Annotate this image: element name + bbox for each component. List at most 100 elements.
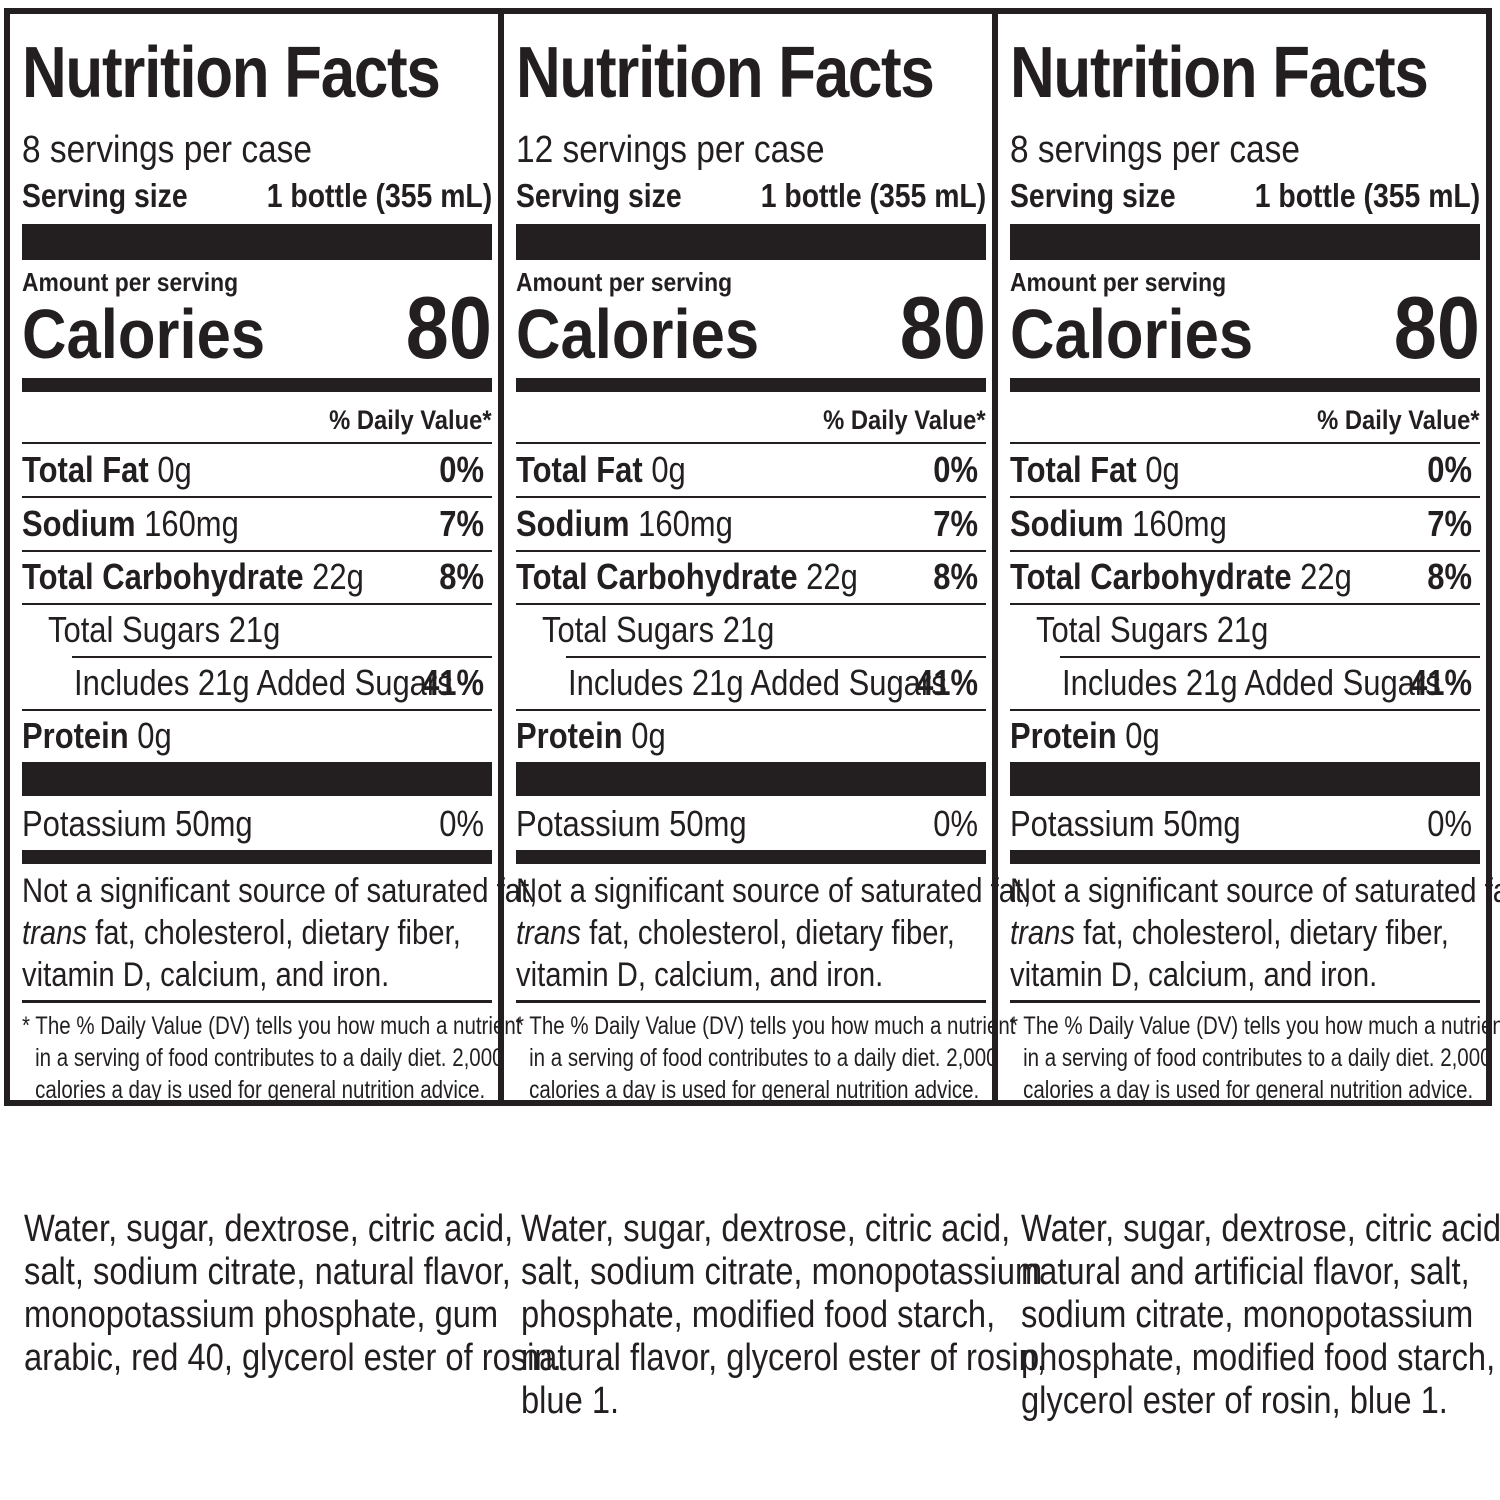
- servings-per-case: 8 servings per case: [1010, 129, 1300, 171]
- protein-row: Protein 0g: [22, 710, 492, 762]
- note-trans: trans: [516, 914, 582, 952]
- potassium-row: Potassium 50mg 0%: [1010, 798, 1480, 850]
- total-fat-amount: 0g: [1145, 449, 1180, 490]
- not-significant-note: Not a significant source of saturated fa…: [516, 870, 1031, 996]
- serving-size-row: Serving size 1 bottle (355 mL): [22, 174, 492, 218]
- divider: [22, 1000, 492, 1003]
- total-fat-dv: 0%: [933, 449, 978, 490]
- medium-divider: [516, 378, 986, 392]
- carb-amount: 22g: [1300, 556, 1352, 597]
- added-sugars-dv: 41%: [1410, 662, 1472, 703]
- calories-label: Calories: [516, 295, 760, 373]
- carb-amount: 22g: [806, 556, 858, 597]
- note-line-1: Not a significant source of saturated fa…: [22, 872, 538, 910]
- divider: [566, 656, 986, 658]
- medium-divider: [22, 378, 492, 392]
- potassium-label: Potassium 50mg: [516, 803, 747, 844]
- panel-inner: Nutrition Facts 8 servings per case Serv…: [22, 14, 538, 1104]
- calories-value: 80: [405, 278, 492, 377]
- amount-per-serving: Amount per serving: [1010, 267, 1227, 297]
- ingredients-line: phosphate, modified food starch,: [1021, 1337, 1496, 1379]
- thick-divider: [22, 224, 492, 260]
- divider: [1010, 550, 1480, 552]
- note-trans: trans: [22, 914, 88, 952]
- total-sugars-label: Total Sugars 21g: [542, 609, 775, 650]
- divider: [516, 709, 986, 711]
- calories-row: Calories 80: [1010, 278, 1480, 377]
- carb-row: Total Carbohydrate 22g 8%: [1010, 551, 1480, 603]
- divider: [72, 656, 492, 658]
- nutrition-labels: Nutrition Facts 8 servings per case Serv…: [4, 8, 1500, 1106]
- amount-per-serving: Amount per serving: [22, 267, 239, 297]
- divider: [516, 550, 986, 552]
- total-fat-label: Total Fat: [516, 449, 643, 490]
- divider: [516, 496, 986, 498]
- not-significant-note: Not a significant source of saturated fa…: [1010, 870, 1500, 996]
- note-line-3: vitamin D, calcium, and iron.: [22, 956, 390, 994]
- total-fat-label: Total Fat: [22, 449, 149, 490]
- note-trans: trans: [1010, 914, 1076, 952]
- carb-amount: 22g: [312, 556, 364, 597]
- added-sugars-row: Includes 21g Added Sugars 41%: [1010, 657, 1480, 709]
- serving-size-value: 1 bottle (355 mL): [1254, 177, 1480, 214]
- total-fat-row: Total Fat 0g 0%: [22, 444, 492, 496]
- divider: [1010, 442, 1480, 444]
- added-sugars-dv: 41%: [916, 662, 978, 703]
- total-fat-label: Total Fat: [1010, 449, 1137, 490]
- potassium-label: Potassium 50mg: [22, 803, 253, 844]
- servings-per-case: 12 servings per case: [516, 129, 825, 171]
- footnote-line-2: in a serving of food contributes to a da…: [529, 1044, 998, 1072]
- carb-label: Total Carbohydrate: [516, 556, 798, 597]
- protein-label: Protein: [1010, 715, 1117, 756]
- sodium-dv: 7%: [1427, 503, 1472, 544]
- nutrition-panel-2: Nutrition Facts 12 servings per case Ser…: [504, 14, 1031, 1104]
- sodium-row: Sodium 160mg 7%: [1010, 498, 1480, 550]
- potassium-dv: 0%: [1427, 803, 1472, 844]
- potassium-row: Potassium 50mg 0%: [516, 798, 986, 850]
- serving-size-label: Serving size: [516, 177, 682, 214]
- nutrition-facts-title: Nutrition Facts: [516, 33, 935, 113]
- footnote-line-1: * The % Daily Value (DV) tells you how m…: [22, 1012, 522, 1040]
- ingredients-line: Water, sugar, dextrose, citric acid,: [1021, 1208, 1500, 1250]
- ingredients-line: glycerol ester of rosin, blue 1.: [1021, 1380, 1448, 1422]
- added-sugars-label: Includes 21g Added Sugars: [74, 662, 453, 703]
- thick-divider: [22, 762, 492, 796]
- carb-dv: 8%: [1427, 556, 1472, 597]
- ingredients-line: sodium citrate, monopotassium: [1021, 1294, 1474, 1336]
- daily-value-footnote: * The % Daily Value (DV) tells you how m…: [1010, 1010, 1500, 1106]
- nutrition-facts-title: Nutrition Facts: [1010, 33, 1429, 113]
- footnote-line-2: in a serving of food contributes to a da…: [35, 1044, 504, 1072]
- divider: [1010, 603, 1480, 605]
- footnote-line-3: calories a day is used for general nutri…: [1023, 1076, 1474, 1104]
- divider: [22, 709, 492, 711]
- note-line-2-rest: fat, cholesterol, dietary fiber,: [1075, 914, 1449, 952]
- thick-divider: [1010, 224, 1480, 260]
- ingredients-line: blue 1.: [521, 1380, 620, 1422]
- footnote-line-1: * The % Daily Value (DV) tells you how m…: [1010, 1012, 1500, 1040]
- carb-label: Total Carbohydrate: [22, 556, 304, 597]
- protein-label: Protein: [516, 715, 623, 756]
- divider: [1060, 656, 1480, 658]
- sodium-amount: 160mg: [638, 503, 733, 544]
- footnote-line-1: * The % Daily Value (DV) tells you how m…: [516, 1012, 1016, 1040]
- not-significant-note: Not a significant source of saturated fa…: [22, 870, 538, 996]
- footnote-line-3: calories a day is used for general nutri…: [35, 1076, 486, 1104]
- serving-size-row: Serving size 1 bottle (355 mL): [1010, 174, 1480, 218]
- divider: [516, 1000, 986, 1003]
- potassium-dv: 0%: [439, 803, 484, 844]
- sodium-label: Sodium: [516, 503, 630, 544]
- protein-label: Protein: [22, 715, 129, 756]
- ingredients-line: salt, sodium citrate, natural flavor,: [24, 1251, 511, 1293]
- carb-dv: 8%: [439, 556, 484, 597]
- ingredients-2: Water, sugar, dextrose, citric acid, salt…: [521, 1208, 1046, 1423]
- daily-value-footnote: * The % Daily Value (DV) tells you how m…: [516, 1010, 1016, 1106]
- serving-size-value: 1 bottle (355 mL): [266, 177, 492, 214]
- serving-size-label: Serving size: [1010, 177, 1176, 214]
- note-line-2: trans fat, cholesterol, dietary fiber,: [22, 912, 461, 954]
- protein-amount: 0g: [631, 715, 666, 756]
- daily-value-header: % Daily Value*: [329, 405, 492, 435]
- sodium-label: Sodium: [1010, 503, 1124, 544]
- sodium-amount: 160mg: [144, 503, 239, 544]
- total-fat-dv: 0%: [1427, 449, 1472, 490]
- calories-value: 80: [1393, 278, 1480, 377]
